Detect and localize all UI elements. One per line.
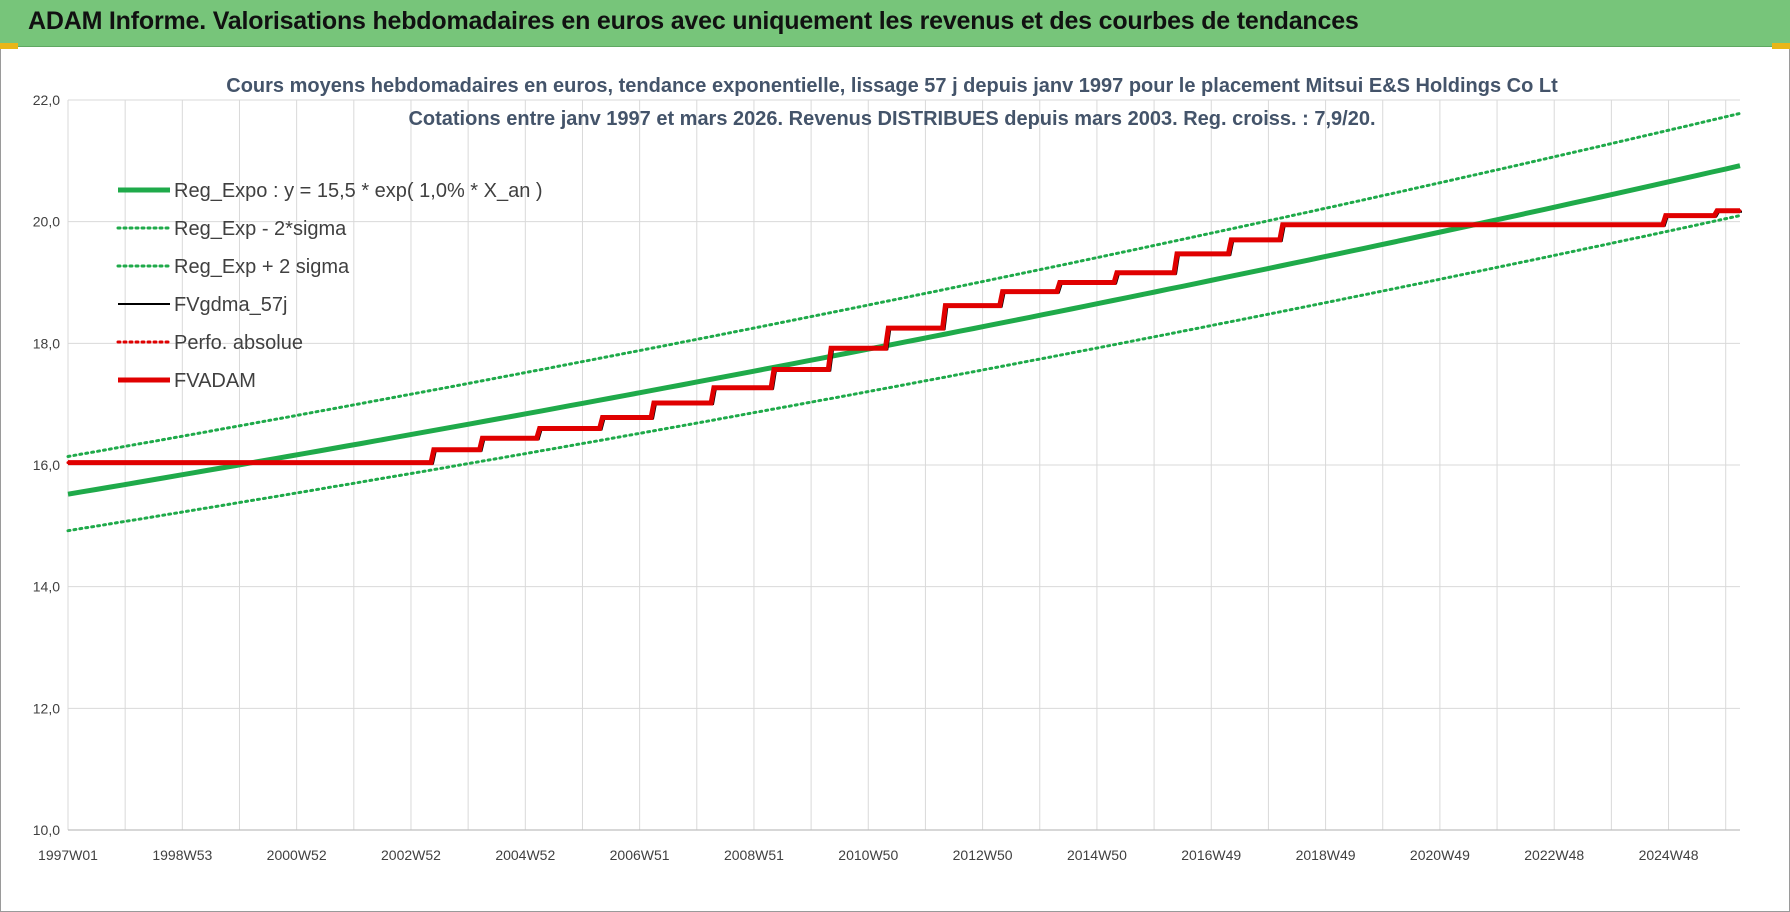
chart-title-line-1: Cours moyens hebdomadaires en euros, ten… <box>226 75 1558 97</box>
x-tick-label: 1998W53 <box>152 847 212 863</box>
x-tick-label: 2022W48 <box>1524 847 1584 863</box>
x-tick-label: 2016W49 <box>1181 847 1241 863</box>
x-tick-label: 2002W52 <box>381 847 441 863</box>
y-tick-label: 18,0 <box>33 335 60 351</box>
corner-mark-left <box>0 43 18 49</box>
legend-label-reg_minus: Reg_Exp - 2*sigma <box>174 218 347 240</box>
y-tick-label: 14,0 <box>33 579 60 595</box>
y-axis: 10,0 12,0 14,0 16,0 18,0 20,0 22,0 <box>33 92 60 838</box>
page-title: ADAM Informe. Valorisations hebdomadaire… <box>28 7 1359 35</box>
y-tick-label: 22,0 <box>33 92 60 108</box>
chart-title-line-2: Cotations entre janv 1997 et mars 2026. … <box>408 108 1375 130</box>
x-tick-label: 1997W01 <box>38 847 98 863</box>
series-fvadam <box>68 208 1740 466</box>
chart: 10,0 12,0 14,0 16,0 18,0 20,0 22,0 1997W01 1998… <box>33 75 1742 863</box>
legend-label-fvadam: FVADAM <box>174 370 256 392</box>
corner-mark-right <box>1772 43 1790 49</box>
y-tick-label: 16,0 <box>33 457 60 473</box>
x-axis: 1997W01 1998W53 2000W52 2002W52 2004W52 2006W… <box>38 847 1699 863</box>
x-tick-label: 2024W48 <box>1639 847 1699 863</box>
x-tick-label: 2000W52 <box>267 847 327 863</box>
series-fvgdma <box>70 210 1742 465</box>
plot-area <box>66 111 1742 533</box>
x-tick-label: 2014W50 <box>1067 847 1127 863</box>
header-banner: ADAM Informe. Valorisations hebdomadaire… <box>0 0 1790 47</box>
series-perfo <box>66 209 1742 465</box>
x-tick-label: 2020W49 <box>1410 847 1470 863</box>
legend-label-reg_plus: Reg_Exp + 2 sigma <box>174 256 350 278</box>
x-tick-label: 2018W49 <box>1296 847 1356 863</box>
y-tick-label: 12,0 <box>33 700 60 716</box>
series-reg_minus <box>66 214 1742 533</box>
legend-label-fvgdma: FVgdma_57j <box>174 294 287 316</box>
x-tick-label: 2012W50 <box>953 847 1013 863</box>
legend-label-reg_expo: Reg_Expo : y = 15,5 * exp( 1,0% * X_an ) <box>174 180 543 202</box>
legend: Reg_Expo : y = 15,5 * exp( 1,0% * X_an )… <box>116 180 543 392</box>
legend-label-perfo: Perfo. absolue <box>174 332 303 354</box>
x-tick-label: 2010W50 <box>838 847 898 863</box>
x-tick-label: 2006W51 <box>610 847 670 863</box>
y-tick-label: 10,0 <box>33 822 60 838</box>
x-tick-label: 2004W52 <box>495 847 555 863</box>
series-reg_plus <box>66 111 1742 458</box>
series-reg_expo <box>67 163 1741 497</box>
x-tick-label: 2008W51 <box>724 847 784 863</box>
y-tick-label: 20,0 <box>33 214 60 230</box>
